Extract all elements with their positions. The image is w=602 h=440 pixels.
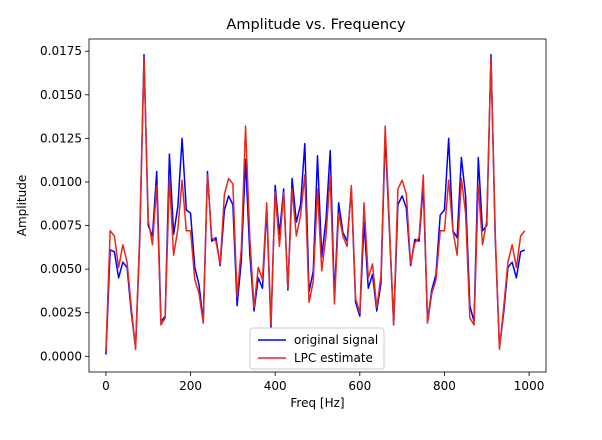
y-tick-label: 0.0075 — [40, 219, 82, 233]
series-line-lpc-estimate — [105, 57, 526, 352]
y-tick-label: 0.0150 — [40, 88, 82, 102]
y-axis: 0.0000 0.0025 0.0050 0.0075 0.0100 0.0125 0.01… — [40, 44, 89, 363]
x-tick-label: 400 — [264, 379, 287, 393]
legend-label: original signal — [294, 333, 378, 347]
plot-frame — [88, 38, 547, 373]
y-tick-label: 0.0125 — [40, 131, 82, 145]
legend: original signal LPC estimate — [249, 327, 385, 370]
y-tick-label: 0.0175 — [40, 44, 82, 58]
x-tick-label: 1000 — [514, 379, 545, 393]
x-tick-label: 800 — [433, 379, 456, 393]
x-tick-label: 0 — [102, 379, 110, 393]
x-tick-label: 600 — [348, 379, 371, 393]
chart-title: Amplitude vs. Frequency — [226, 17, 406, 33]
y-tick-label: 0.0000 — [40, 349, 82, 363]
legend-label: LPC estimate — [294, 351, 373, 365]
y-tick-label: 0.0100 — [40, 175, 82, 189]
x-axis: 0 200 400 600 800 1000 — [102, 372, 544, 393]
y-axis-label: Amplitude — [15, 175, 29, 237]
y-tick-label: 0.0025 — [40, 306, 82, 320]
y-tick-label: 0.0050 — [40, 262, 82, 276]
x-tick-label: 200 — [179, 379, 202, 393]
series-line-original-signal — [105, 53, 526, 355]
series-layer — [105, 53, 526, 355]
x-axis-label: Freq [Hz] — [290, 396, 344, 410]
